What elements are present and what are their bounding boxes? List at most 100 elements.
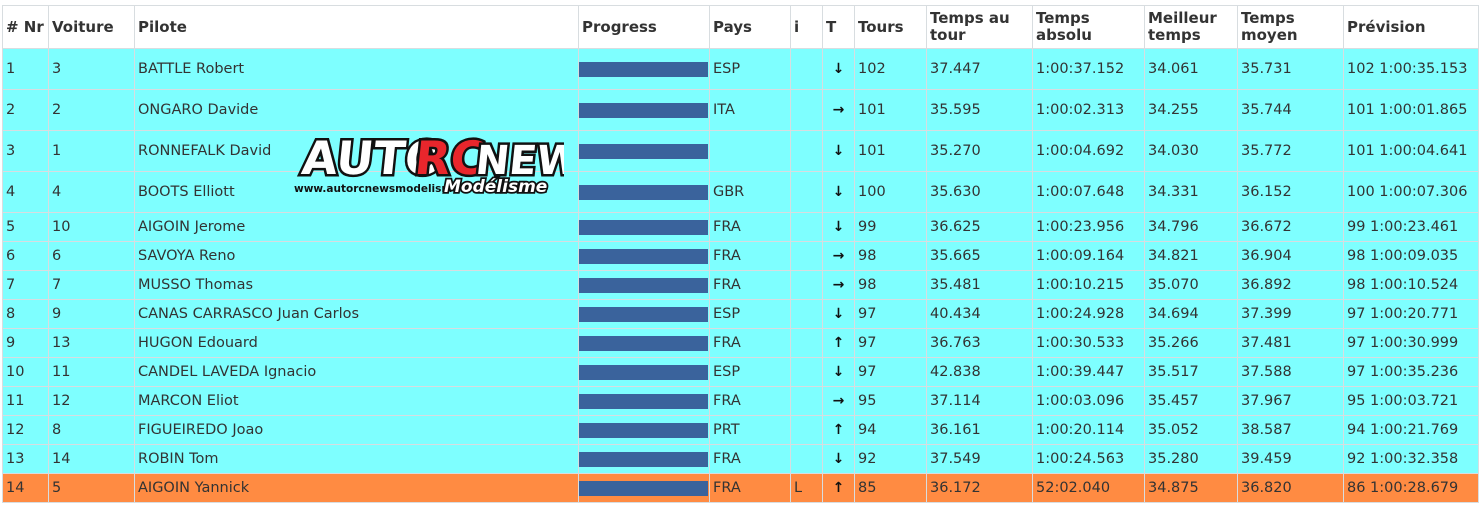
col-lap-time[interactable]: Temps au tour bbox=[926, 5, 1033, 49]
col-trend[interactable]: T bbox=[822, 5, 855, 49]
table-row[interactable]: 5 10 AIGOIN Jerome FRA ↓ 99 36.625 1:00:23.956 3… bbox=[2, 212, 1479, 242]
progress-cell bbox=[578, 473, 710, 503]
trend-right-icon: → bbox=[832, 102, 845, 118]
abs-time-cell: 1:00:30.533 bbox=[1032, 328, 1145, 358]
results-table: # Nr Voiture Pilote Progress Pays i T To… bbox=[2, 5, 1479, 503]
best-time-cell: 34.821 bbox=[1144, 241, 1238, 271]
car-cell: 1 bbox=[48, 130, 135, 172]
col-progress[interactable]: Progress bbox=[578, 5, 710, 49]
abs-time-cell: 1:00:04.692 bbox=[1032, 130, 1145, 172]
table-row[interactable]: 14 5 AIGOIN Yannick FRA L ↑ 85 36.172 52:02.040 3… bbox=[2, 473, 1479, 503]
autorcnews-logo: AUTO RC NEWS www.autorcnewsmodelisme.fr … bbox=[294, 129, 564, 198]
col-laps[interactable]: Tours bbox=[854, 5, 927, 49]
table-row[interactable]: 1 3 BATTLE Robert ESP ↓ 102 37.447 1:00:37.152 3… bbox=[2, 48, 1479, 90]
avg-time-cell: 36.152 bbox=[1237, 171, 1344, 213]
info-cell bbox=[790, 48, 823, 90]
driver-cell: CANAS CARRASCO Juan Carlos bbox=[134, 299, 579, 329]
table-row[interactable]: 4 4 BOOTS Elliott GBR ↓ 100 35.630 1:00:07.648 3… bbox=[2, 171, 1479, 213]
col-forecast[interactable]: Prévision bbox=[1343, 5, 1479, 49]
info-cell bbox=[790, 130, 823, 172]
abs-time-cell: 1:00:39.447 bbox=[1032, 357, 1145, 387]
progress-cell bbox=[578, 171, 710, 213]
best-time-cell: 35.457 bbox=[1144, 386, 1238, 416]
avg-time-cell: 35.744 bbox=[1237, 89, 1344, 131]
car-cell: 8 bbox=[48, 415, 135, 445]
trend-cell: → bbox=[822, 89, 855, 131]
car-cell: 11 bbox=[48, 357, 135, 387]
forecast-cell: 86 1:00:28.679 bbox=[1343, 473, 1479, 503]
trend-down-icon: ↓ bbox=[832, 143, 845, 159]
table-row[interactable]: 13 14 ROBIN Tom FRA ↓ 92 37.549 1:00:24.563 35.2… bbox=[2, 444, 1479, 474]
country-cell: FRA bbox=[709, 328, 791, 358]
table-row[interactable]: 6 6 SAVOYA Reno FRA → 98 35.665 1:00:09.164 34.8… bbox=[2, 241, 1479, 271]
trend-cell: ↓ bbox=[822, 48, 855, 90]
progress-cell bbox=[578, 357, 710, 387]
car-cell: 7 bbox=[48, 270, 135, 300]
laps-cell: 97 bbox=[854, 357, 927, 387]
car-cell: 4 bbox=[48, 171, 135, 213]
country-cell: PRT bbox=[709, 415, 791, 445]
driver-cell: AIGOIN Jerome bbox=[134, 212, 579, 242]
car-cell: 3 bbox=[48, 48, 135, 90]
progress-cell bbox=[578, 130, 710, 172]
trend-right-icon: → bbox=[832, 277, 845, 293]
trend-up-icon: ↑ bbox=[832, 422, 845, 438]
abs-time-cell: 1:00:20.114 bbox=[1032, 415, 1145, 445]
country-cell: ITA bbox=[709, 89, 791, 131]
table-row[interactable]: 11 12 MARCON Eliot FRA → 95 37.114 1:00:03.096 3… bbox=[2, 386, 1479, 416]
table-row[interactable]: 9 13 HUGON Edouard FRA ↑ 97 36.763 1:00:30.533 3… bbox=[2, 328, 1479, 358]
trend-cell: ↓ bbox=[822, 357, 855, 387]
col-info[interactable]: i bbox=[790, 5, 823, 49]
driver-cell: BATTLE Robert bbox=[134, 48, 579, 90]
best-time-cell: 34.875 bbox=[1144, 473, 1238, 503]
progress-cell bbox=[578, 386, 710, 416]
rank-cell: 2 bbox=[2, 89, 49, 131]
avg-time-cell: 37.399 bbox=[1237, 299, 1344, 329]
avg-time-cell: 36.820 bbox=[1237, 473, 1344, 503]
car-cell: 13 bbox=[48, 328, 135, 358]
info-cell bbox=[790, 241, 823, 271]
best-time-cell: 34.061 bbox=[1144, 48, 1238, 90]
country-cell: ESP bbox=[709, 299, 791, 329]
table-row[interactable]: 2 2 ONGARO Davide ITA → 101 35.595 1:00:02.313 3… bbox=[2, 89, 1479, 131]
col-driver[interactable]: Pilote bbox=[134, 5, 579, 49]
trend-up-icon: ↑ bbox=[832, 480, 845, 496]
col-best-time[interactable]: Meilleur temps bbox=[1144, 5, 1238, 49]
laps-cell: 101 bbox=[854, 89, 927, 131]
info-cell bbox=[790, 270, 823, 300]
abs-time-cell: 1:00:24.563 bbox=[1032, 444, 1145, 474]
col-country[interactable]: Pays bbox=[709, 5, 791, 49]
table-row[interactable]: 7 7 MUSSO Thomas FRA → 98 35.481 1:00:10.215 35.… bbox=[2, 270, 1479, 300]
progress-bar bbox=[579, 335, 708, 351]
rank-cell: 7 bbox=[2, 270, 49, 300]
col-car[interactable]: Voiture bbox=[48, 5, 135, 49]
progress-cell bbox=[578, 48, 710, 90]
table-row[interactable]: 12 8 FIGUEIREDO Joao PRT ↑ 94 36.161 1:00:20.11… bbox=[2, 415, 1479, 445]
laps-cell: 92 bbox=[854, 444, 927, 474]
table-row[interactable]: 8 9 CANAS CARRASCO Juan Carlos ESP ↓ 97 40.434… bbox=[2, 299, 1479, 329]
forecast-cell: 92 1:00:32.358 bbox=[1343, 444, 1479, 474]
lap-time-cell: 37.114 bbox=[926, 386, 1033, 416]
forecast-cell: 102 1:00:35.153 bbox=[1343, 48, 1479, 90]
avg-time-cell: 37.967 bbox=[1237, 386, 1344, 416]
abs-time-cell: 1:00:37.152 bbox=[1032, 48, 1145, 90]
rank-cell: 4 bbox=[2, 171, 49, 213]
col-abs-time[interactable]: Temps absolu bbox=[1032, 5, 1145, 49]
progress-bar bbox=[579, 248, 708, 264]
table-row[interactable]: 10 11 CANDEL LAVEDA Ignacio ESP ↓ 97 42.838 1:0… bbox=[2, 357, 1479, 387]
lap-time-cell: 35.630 bbox=[926, 171, 1033, 213]
col-rank[interactable]: # Nr bbox=[2, 5, 49, 49]
lap-time-cell: 35.595 bbox=[926, 89, 1033, 131]
laps-cell: 102 bbox=[854, 48, 927, 90]
col-avg-time[interactable]: Temps moyen bbox=[1237, 5, 1344, 49]
forecast-cell: 101 1:00:01.865 bbox=[1343, 89, 1479, 131]
car-cell: 5 bbox=[48, 473, 135, 503]
rank-cell: 12 bbox=[2, 415, 49, 445]
info-cell bbox=[790, 386, 823, 416]
forecast-cell: 97 1:00:30.999 bbox=[1343, 328, 1479, 358]
abs-time-cell: 52:02.040 bbox=[1032, 473, 1145, 503]
avg-time-cell: 36.904 bbox=[1237, 241, 1344, 271]
progress-bar bbox=[579, 422, 708, 438]
table-row[interactable]: 3 1 RONNEFALK David ↓ 101 35.270 1:00:04.692 34… bbox=[2, 130, 1479, 172]
lap-time-cell: 37.549 bbox=[926, 444, 1033, 474]
